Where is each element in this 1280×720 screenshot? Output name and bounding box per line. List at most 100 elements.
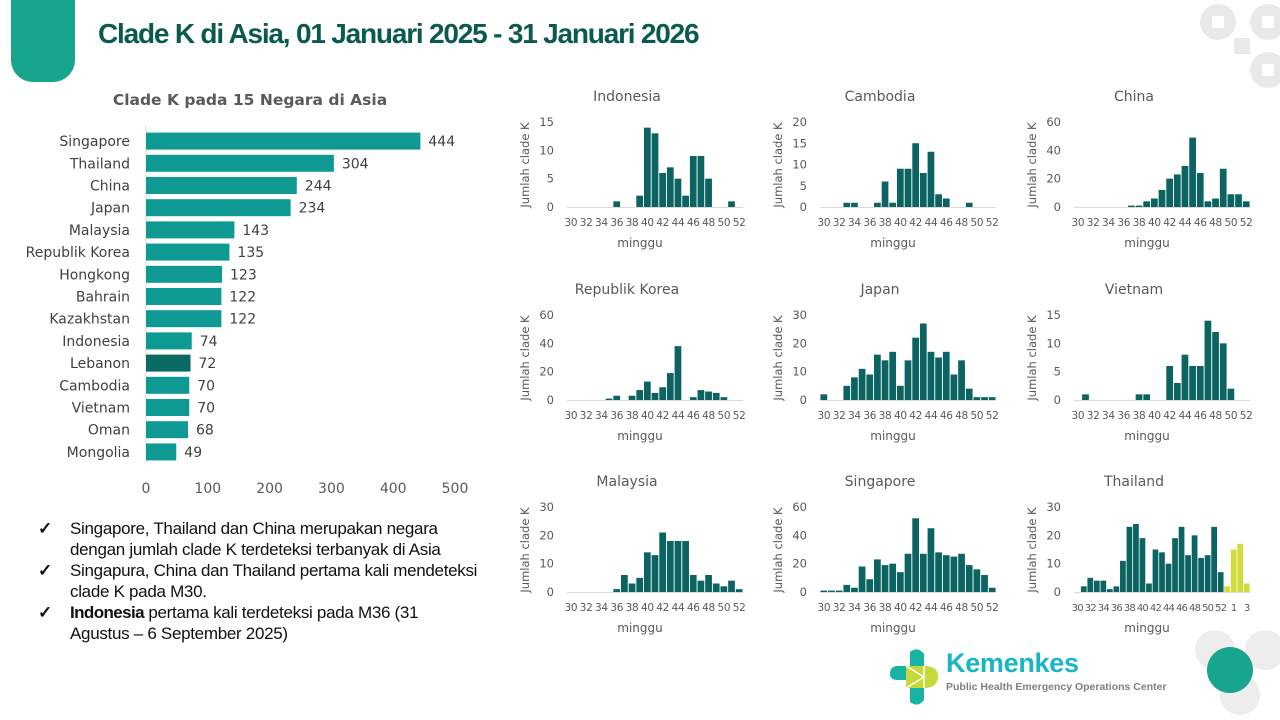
week-bar: [674, 541, 682, 592]
main-category-label: Cambodia: [59, 378, 130, 394]
x-tick-label: 48: [702, 410, 715, 422]
x-tick-label: 48: [1209, 217, 1222, 229]
y-tick-label: 10: [539, 143, 554, 157]
logo-subtitle: Public Health Emergency Operations Cente…: [946, 681, 1167, 693]
main-bar: [146, 265, 223, 283]
x-tick-label: 38: [879, 410, 892, 422]
week-bar: [988, 397, 996, 400]
week-bar: [1080, 586, 1087, 592]
week-bar: [1135, 205, 1143, 207]
main-data-label: 68: [196, 423, 214, 439]
y-tick-label: 0: [547, 585, 554, 599]
chart-title: Republik Korea: [575, 282, 679, 298]
week-bar: [904, 553, 912, 592]
week-bar: [843, 385, 851, 400]
x-tick-label: 36: [863, 602, 876, 614]
week-bar: [1219, 343, 1227, 400]
week-bar: [674, 346, 682, 400]
week-bar: [981, 575, 988, 592]
week-bar: [942, 555, 950, 592]
week-bar: [881, 181, 889, 207]
nav-circle-button[interactable]: [1207, 647, 1253, 693]
week-bar: [1146, 583, 1152, 592]
x-tick-label: 48: [955, 602, 968, 614]
x-tick-label: 44: [925, 217, 938, 229]
x-tick-label: 48: [1189, 603, 1201, 614]
week-bar: [896, 572, 904, 592]
week-bar: [866, 374, 874, 400]
y-tick-label: 10: [792, 365, 807, 379]
x-axis-label: minggu: [1124, 621, 1169, 635]
week-bar: [613, 201, 621, 207]
main-category-label: Oman: [88, 423, 130, 439]
week-bar: [965, 565, 973, 592]
x-tick-label: 52: [733, 602, 746, 614]
week-bar: [919, 553, 927, 592]
x-tick-label: 34: [848, 217, 861, 229]
x-tick-label: 40: [641, 217, 654, 229]
batik-pattern-decoration: [1200, 4, 1280, 88]
key-findings-list: ✓ Singapore, Thailand dan China merupaka…: [38, 518, 478, 644]
week-bar: [988, 587, 996, 592]
week-bar: [735, 589, 743, 592]
week-bar: [720, 397, 728, 400]
main-x-tick-label: 0: [142, 481, 151, 497]
week-bar: [682, 541, 689, 592]
week-bar: [1237, 543, 1244, 592]
week-bar: [843, 202, 851, 207]
x-tick-label: 40: [641, 602, 654, 614]
x-tick-label: 52: [733, 217, 746, 229]
chart-singapore: Singapore Jumlah clade K 0 20 40 60 30 32 34 36 38…: [771, 474, 999, 635]
x-tick-label: 38: [1124, 603, 1136, 614]
x-axis-label: minggu: [870, 429, 915, 443]
week-bar: [889, 202, 897, 207]
week-bar: [1198, 558, 1204, 592]
y-axis-label: Jumlah clade K: [771, 122, 785, 209]
y-tick-label: 15: [792, 136, 807, 150]
week-bar: [973, 569, 981, 592]
x-tick-label: 52: [1240, 410, 1253, 422]
x-tick-label: 30: [564, 217, 577, 229]
chart-title: Singapore: [845, 474, 916, 490]
week-bar: [820, 394, 828, 400]
main-data-label: 122: [229, 312, 256, 328]
week-bar: [666, 541, 674, 592]
y-tick-label: 5: [1054, 365, 1061, 379]
y-tick-label: 10: [1046, 557, 1061, 571]
main-data-label: 123: [230, 267, 257, 283]
x-tick-label: 34: [1102, 410, 1115, 422]
main-x-tick-label: 100: [194, 481, 221, 497]
week-bar: [965, 202, 973, 207]
y-tick-label: 60: [792, 500, 807, 514]
y-tick-label: 20: [1046, 528, 1061, 542]
week-bar: [1173, 174, 1181, 207]
week-bar: [1128, 205, 1135, 207]
x-tick-label: 52: [986, 217, 999, 229]
week-bar: [621, 575, 628, 592]
main-bar: [146, 288, 222, 305]
y-tick-label: 20: [539, 365, 554, 379]
week-bar: [1217, 572, 1224, 592]
y-axis-label: Jumlah clade K: [771, 315, 785, 402]
x-tick-label: 46: [1194, 410, 1207, 422]
x-tick-label: 30: [817, 602, 830, 614]
week-bar: [1191, 535, 1198, 592]
week-bar: [858, 368, 866, 400]
x-tick-label: 42: [1163, 410, 1176, 422]
main-bar: [146, 421, 189, 439]
y-tick-label: 40: [1046, 143, 1061, 157]
x-tick-label: 44: [672, 602, 685, 614]
y-axis-label: Jumlah clade K: [518, 507, 532, 594]
week-bar: [1204, 555, 1211, 592]
x-tick-label: 34: [595, 410, 608, 422]
x-tick-label: 32: [1085, 603, 1097, 614]
main-category-label: Republik Korea: [26, 245, 130, 261]
week-bar: [720, 586, 728, 592]
y-tick-label: 20: [1046, 172, 1061, 186]
x-axis-label: minggu: [870, 621, 915, 635]
week-bar: [981, 397, 988, 400]
chart-title: Malaysia: [596, 474, 657, 490]
x-tick-label: 42: [909, 410, 922, 422]
week-bar: [643, 381, 651, 400]
